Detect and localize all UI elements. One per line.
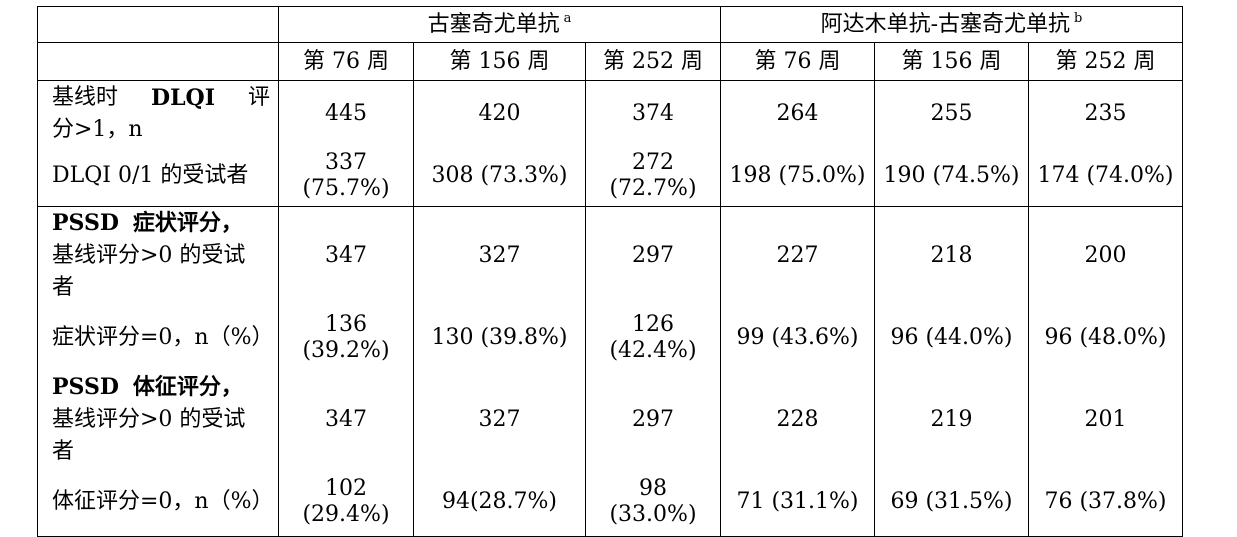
row-label-dlqi-baseline: 基线时 DLQI 评 分>1，n	[37, 80, 279, 146]
table-cell: 96 (48.0%)	[1028, 304, 1183, 371]
table-cell: 136 (39.2%)	[278, 304, 414, 371]
week-header: 第 252 周	[585, 42, 721, 81]
header-empty-cell	[37, 42, 279, 81]
header-group-adalimumab-guselkumab: 阿达木单抗-古塞奇尤单抗 b	[720, 6, 1183, 43]
label-text-bold: 症状评分，	[132, 210, 243, 236]
cell-percent: (42.4%)	[609, 337, 697, 363]
table-cell: 71 (31.1%)	[720, 468, 875, 537]
label-text-bold: PSSD	[52, 210, 119, 236]
table-cell: 69 (31.5%)	[874, 468, 1029, 537]
table-cell: 99 (43.6%)	[720, 304, 875, 371]
cell-count: 272	[632, 150, 674, 175]
table-cell: 308 (73.3%)	[413, 146, 586, 207]
table-cell: 130 (39.8%)	[413, 304, 586, 371]
header-row-groups: 古塞奇尤单抗 a 阿达木单抗-古塞奇尤单抗 b	[37, 6, 1183, 43]
label-text-bold: DLQI	[150, 84, 215, 111]
week-header: 第 76 周	[720, 42, 875, 81]
label-line: PSSD 症状评分，	[52, 207, 270, 240]
cell-count: 98	[639, 476, 667, 501]
table-cell: 420	[413, 80, 586, 146]
table-cell: 201	[1028, 371, 1183, 468]
label-text-bold: PSSD	[52, 374, 119, 400]
cell-percent: (75.7%)	[302, 176, 390, 201]
row-label-pssd-symptom-baseline: PSSD 症状评分， 基线评分>0 的受试 者	[37, 206, 279, 304]
week-header: 第 76 周	[278, 42, 414, 81]
table-cell: 219	[874, 371, 1029, 468]
label-text: 者	[52, 275, 75, 300]
header-row-weeks: 第 76 周 第 156 周 第 252 周 第 76 周 第 156 周 第 …	[37, 42, 1183, 81]
label-text: 者	[52, 439, 75, 464]
table-row-pssd-sign-baseline: PSSD 体征评分， 基线评分>0 的受试 者 347 327 297 228 …	[37, 371, 1183, 468]
table-row-dlqi-baseline: 基线时 DLQI 评 分>1，n 445 420 374 264 255 235	[37, 80, 1183, 146]
table-cell: 174 (74.0%)	[1028, 146, 1183, 207]
label-text: 基线评分>0 的受试	[52, 243, 246, 268]
table-cell: 126 (42.4%)	[585, 304, 721, 371]
table-cell: 190 (74.5%)	[874, 146, 1029, 207]
label-line: PSSD 体征评分，	[52, 371, 270, 404]
table-cell: 235	[1028, 80, 1183, 146]
row-label-pssd-sign-zero: 体征评分=0，n（%）	[37, 468, 279, 537]
table-cell: 76 (37.8%)	[1028, 468, 1183, 537]
table-cell: 218	[874, 206, 1029, 304]
table-cell: 198 (75.0%)	[720, 146, 875, 207]
header-corner-cell	[37, 6, 279, 43]
group2-label: 阿达木单抗-古塞奇尤单抗	[820, 11, 1071, 37]
table-cell: 255	[874, 80, 1029, 146]
table-cell: 227	[720, 206, 875, 304]
table-cell: 264	[720, 80, 875, 146]
cell-percent: (72.7%)	[609, 176, 697, 201]
cell-count: 337	[325, 150, 367, 175]
table-row-pssd-sign-zero: 体征评分=0，n（%） 102 (29.4%) 94(28.7%) 98 (33…	[37, 468, 1183, 537]
table-cell: 337 (75.7%)	[278, 146, 414, 207]
cell-count: 126	[632, 311, 674, 337]
table-cell: 102 (29.4%)	[278, 468, 414, 537]
label-text-bold: 体征评分，	[132, 374, 243, 400]
group1-label: 古塞奇尤单抗	[427, 11, 560, 37]
table-cell: 200	[1028, 206, 1183, 304]
efficacy-table: 古塞奇尤单抗 a 阿达木单抗-古塞奇尤单抗 b 第 76 周 第 156 周 第 2…	[37, 6, 1183, 537]
label-text: 基线时	[52, 84, 119, 110]
table-cell: 228	[720, 371, 875, 468]
label-text: 分>1，n	[52, 116, 143, 142]
table-cell: 347	[278, 371, 414, 468]
table-cell: 96 (44.0%)	[874, 304, 1029, 371]
table-cell: 297	[585, 371, 721, 468]
table-cell: 297	[585, 206, 721, 304]
group1-footnote-marker: a	[563, 11, 572, 27]
table-row-dlqi-01: DLQI 0/1 的受试者 337 (75.7%) 308 (73.3%) 27…	[37, 146, 1183, 207]
table-cell: 98 (33.0%)	[585, 468, 721, 537]
table-row-pssd-symptom-baseline: PSSD 症状评分， 基线评分>0 的受试 者 347 327 297 227 …	[37, 206, 1183, 304]
label-text: 基线评分>0 的受试	[52, 407, 246, 432]
cell-percent: (29.4%)	[302, 502, 390, 527]
row-label-dlqi-01: DLQI 0/1 的受试者	[37, 146, 279, 207]
cell-percent: (33.0%)	[609, 502, 697, 527]
cell-count: 136	[325, 311, 367, 337]
table-cell: 347	[278, 206, 414, 304]
row-label-pssd-symptom-zero: 症状评分=0，n（%）	[37, 304, 279, 371]
week-header: 第 156 周	[874, 42, 1029, 81]
table-cell: 327	[413, 371, 586, 468]
table-row-pssd-symptom-zero: 症状评分=0，n（%） 136 (39.2%) 130 (39.8%) 126 …	[37, 304, 1183, 371]
label-text: 评	[247, 84, 270, 110]
week-header: 第 156 周	[413, 42, 586, 81]
row-label-pssd-sign-baseline: PSSD 体征评分， 基线评分>0 的受试 者	[37, 371, 279, 468]
table-cell: 94(28.7%)	[413, 468, 586, 537]
header-group-guselkumab: 古塞奇尤单抗 a	[278, 6, 721, 43]
table-cell: 374	[585, 80, 721, 146]
table-cell: 272 (72.7%)	[585, 146, 721, 207]
table-cell: 445	[278, 80, 414, 146]
cell-percent: (39.2%)	[302, 337, 390, 363]
cell-count: 102	[325, 476, 367, 501]
week-header: 第 252 周	[1028, 42, 1183, 81]
table-cell: 327	[413, 206, 586, 304]
group2-footnote-marker: b	[1074, 11, 1083, 27]
